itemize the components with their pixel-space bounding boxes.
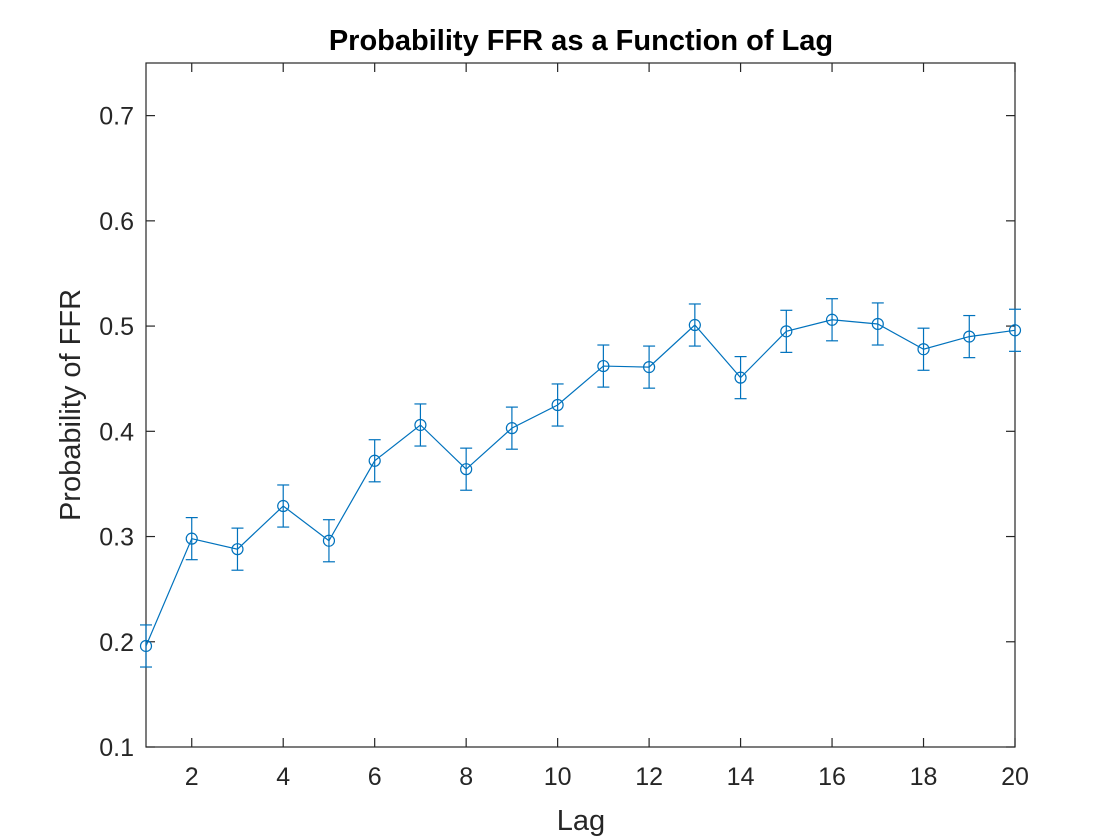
x-tick-label: 20 <box>1001 763 1029 791</box>
x-axis-label: Lag <box>557 805 605 837</box>
x-tick-label: 10 <box>544 763 572 791</box>
x-tick-label: 14 <box>727 763 755 791</box>
y-axis: 0.1 0.2 0.3 0.4 0.5 0.6 0.7 <box>99 103 1015 762</box>
data-point <box>185 532 198 545</box>
chart-title: Probability FFR as a Function of Lag <box>329 25 833 57</box>
plot-area <box>145 62 1016 748</box>
data-point <box>277 499 290 513</box>
data-point <box>734 371 747 384</box>
data-point <box>139 639 153 653</box>
data-point <box>368 454 381 467</box>
y-tick-label: 0.3 <box>99 524 134 552</box>
data-point <box>780 325 793 338</box>
x-tick-label: 4 <box>276 763 290 791</box>
x-tick-label: 6 <box>368 763 382 791</box>
data-point <box>825 313 839 326</box>
data-point <box>597 359 610 373</box>
x-tick-label: 8 <box>459 763 473 791</box>
x-tick-label: 18 <box>910 763 938 791</box>
data-point <box>1008 324 1022 337</box>
y-tick-label: 0.5 <box>99 313 134 341</box>
data-point <box>460 463 473 476</box>
x-tick-label: 16 <box>818 763 846 791</box>
y-axis-label: Probability of FFR <box>55 289 87 521</box>
data-point <box>917 343 930 356</box>
y-tick-label: 0.6 <box>99 208 134 236</box>
data-point <box>505 422 518 435</box>
data-point <box>963 330 976 343</box>
y-tick-label: 0.2 <box>99 629 134 657</box>
data-point <box>231 543 244 556</box>
x-tick-label: 12 <box>635 763 663 791</box>
data-point <box>551 398 564 412</box>
y-tick-label: 0.4 <box>99 418 134 446</box>
y-tick-label: 0.7 <box>99 103 134 131</box>
y-tick-label: 0.1 <box>99 734 134 762</box>
series-layer <box>139 298 1022 668</box>
x-axis: 2 4 6 8 10 12 14 16 18 20 <box>185 63 1029 791</box>
x-tick-label: 2 <box>185 763 199 791</box>
data-point <box>688 318 701 332</box>
data-point <box>871 317 884 331</box>
data-point <box>322 534 336 547</box>
data-point <box>643 361 656 374</box>
data-point <box>414 418 427 432</box>
series-line <box>145 319 1016 647</box>
